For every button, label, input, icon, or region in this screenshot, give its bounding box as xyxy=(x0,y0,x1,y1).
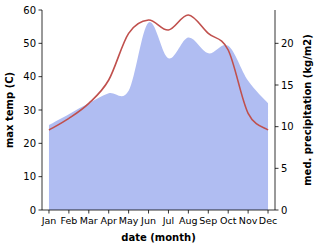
x-tick xyxy=(248,210,249,214)
x-tick-label: Mar xyxy=(80,215,98,226)
x-tick-label: Jul xyxy=(162,215,174,226)
x-axis xyxy=(42,210,275,211)
y-tick-label: 40 xyxy=(23,71,36,82)
plot-area xyxy=(49,15,268,210)
x-tick xyxy=(148,210,149,214)
y-tick xyxy=(39,176,43,177)
y-tick-label: 0 xyxy=(30,205,36,216)
y2-axis xyxy=(275,10,276,210)
x-tick xyxy=(228,210,229,214)
x-tick xyxy=(168,210,169,214)
y2-tick xyxy=(275,126,279,127)
y2-tick-label: 0 xyxy=(281,205,287,216)
y-tick xyxy=(39,43,43,44)
x-tick-label: Nov xyxy=(239,215,258,226)
y2-axis-label: med. precipitation (kg/m2) xyxy=(302,34,313,186)
y2-tick xyxy=(275,43,279,44)
x-tick xyxy=(188,210,189,214)
y-tick xyxy=(39,76,43,77)
y-tick-label: 10 xyxy=(23,171,36,182)
x-tick-label: Apr xyxy=(100,215,117,226)
x-tick-label: Sep xyxy=(199,215,217,226)
x-tick xyxy=(208,210,209,214)
x-tick xyxy=(88,210,89,214)
x-tick xyxy=(68,210,69,214)
x-tick-label: Feb xyxy=(60,215,77,226)
x-tick-label: May xyxy=(119,215,139,226)
y2-tick xyxy=(275,210,279,211)
y-tick-label: 50 xyxy=(23,38,36,49)
x-tick-label: Aug xyxy=(179,215,198,226)
y-tick xyxy=(39,110,43,111)
x-axis-label: date (month) xyxy=(121,232,195,243)
y-tick-label: 20 xyxy=(23,138,36,149)
y2-tick-label: 15 xyxy=(281,80,294,91)
y-tick xyxy=(39,210,43,211)
y2-tick-label: 5 xyxy=(281,163,287,174)
x-tick xyxy=(128,210,129,214)
x-tick-label: Oct xyxy=(220,215,237,226)
y2-tick-label: 10 xyxy=(281,121,294,132)
x-tick-label: Jun xyxy=(140,215,156,226)
y-tick-label: 30 xyxy=(23,105,36,116)
y2-tick xyxy=(275,168,279,169)
x-tick xyxy=(268,210,269,214)
x-tick-label: Jan xyxy=(41,215,57,226)
y-tick-label: 60 xyxy=(23,5,36,16)
y2-tick-label: 20 xyxy=(281,38,294,49)
y2-tick xyxy=(275,85,279,86)
chart: 0 10 20 30 40 50 60 0 5 10 15 20 JanFebMarAprMayJun J… xyxy=(0,0,318,247)
temp-line xyxy=(49,15,268,130)
x-tick xyxy=(108,210,109,214)
precip-area xyxy=(49,22,268,210)
y-tick xyxy=(39,143,43,144)
x-tick-label: Dec xyxy=(259,215,277,226)
x-tick xyxy=(48,210,49,214)
y-tick xyxy=(39,10,43,11)
y-axis-label: max temp (C) xyxy=(4,72,15,148)
